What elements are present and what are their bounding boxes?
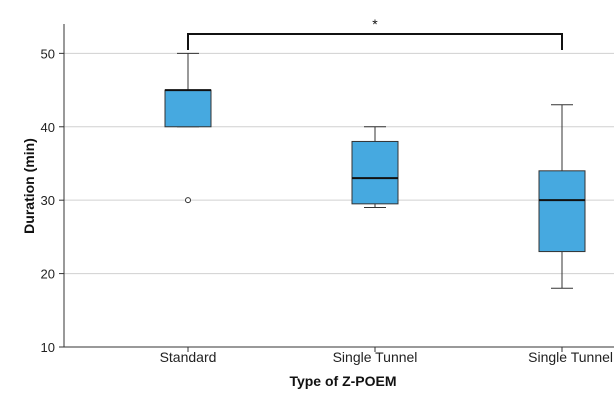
y-tick-labels: 10 20 30 40 50 [41, 46, 64, 355]
y-tick-label: 10 [41, 340, 55, 355]
iqr-box [351, 140, 399, 205]
plot-frame [63, 24, 614, 348]
iqr-box [164, 89, 212, 128]
y-tick-label: 30 [41, 193, 55, 208]
significance-marker: * [372, 16, 378, 32]
y-tick-label: 20 [41, 267, 55, 282]
boxes [164, 52, 586, 289]
y-tick-label: 50 [41, 46, 55, 61]
box-group-2 [351, 126, 399, 209]
box-group-3 [538, 104, 586, 289]
y-axis-title: Duration (min) [21, 138, 37, 234]
category-labels: Standard Single Tunnel Single Tunnel [160, 347, 613, 365]
y-tick-label: 40 [41, 120, 55, 135]
category-label: Single Tunnel [333, 349, 418, 365]
grid-lines [64, 52, 614, 275]
category-label: Standard [160, 349, 217, 365]
box-group-1 [164, 52, 212, 204]
outlier-point [185, 197, 191, 204]
significance-bracket [187, 33, 563, 50]
x-axis-title: Type of Z-POEM [289, 373, 396, 389]
category-label: Single Tunnel [528, 349, 613, 365]
significance-annotations: * [187, 16, 563, 50]
iqr-box [538, 170, 586, 253]
